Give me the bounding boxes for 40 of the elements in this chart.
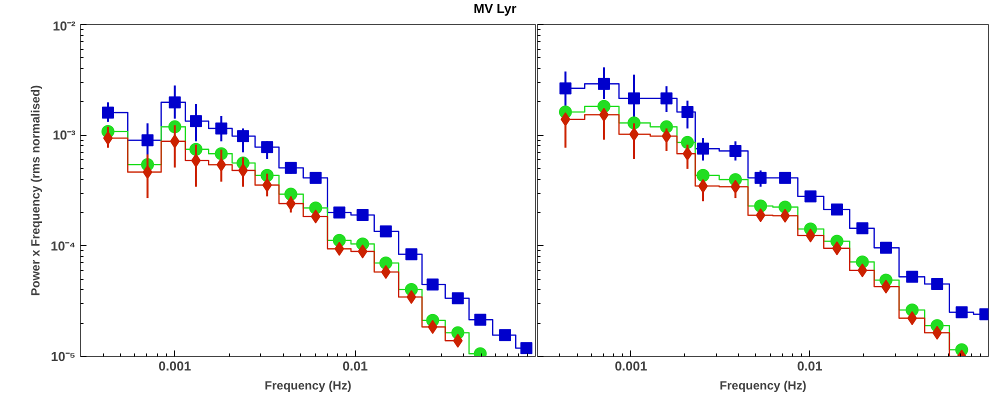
y-tick-label: 10⁻² (52, 18, 76, 34)
x-tick-label: 0.01 (797, 358, 822, 374)
point (405, 248, 418, 260)
point (779, 172, 792, 184)
point (334, 242, 344, 256)
x-tick-label: 0.01 (342, 358, 368, 374)
point (380, 225, 392, 238)
point (830, 203, 843, 216)
point (356, 208, 369, 221)
y-tick-label: 10⁻⁵ (50, 349, 76, 364)
point (856, 222, 868, 234)
point (333, 206, 346, 219)
y-tick-label: 10⁻⁴ (50, 238, 76, 254)
point (426, 278, 439, 291)
point (499, 329, 512, 342)
point (261, 141, 274, 154)
y-tick-label: 10⁻³ (52, 128, 76, 143)
point (452, 292, 464, 304)
point (931, 278, 944, 290)
x-axis-title: Frequency (Hz) (264, 378, 352, 392)
point (880, 242, 892, 254)
point (190, 115, 202, 128)
point (754, 172, 767, 184)
point (474, 314, 486, 326)
point (237, 130, 250, 142)
point (906, 270, 918, 283)
point (729, 144, 742, 157)
point (956, 306, 968, 318)
point (804, 190, 817, 202)
point (628, 92, 640, 104)
point (310, 172, 322, 184)
chart-title: MV Lyr (474, 0, 516, 18)
point (284, 162, 297, 174)
x-tick-label: 0.001 (158, 358, 192, 374)
point (284, 188, 298, 201)
y-axis-title: Power x Frequency (rms normalised) (28, 85, 43, 296)
point (754, 200, 768, 212)
x-tick-label: 0.001 (614, 358, 648, 374)
x-axis-title: Frequency (Hz) (720, 378, 806, 392)
point (142, 134, 154, 146)
